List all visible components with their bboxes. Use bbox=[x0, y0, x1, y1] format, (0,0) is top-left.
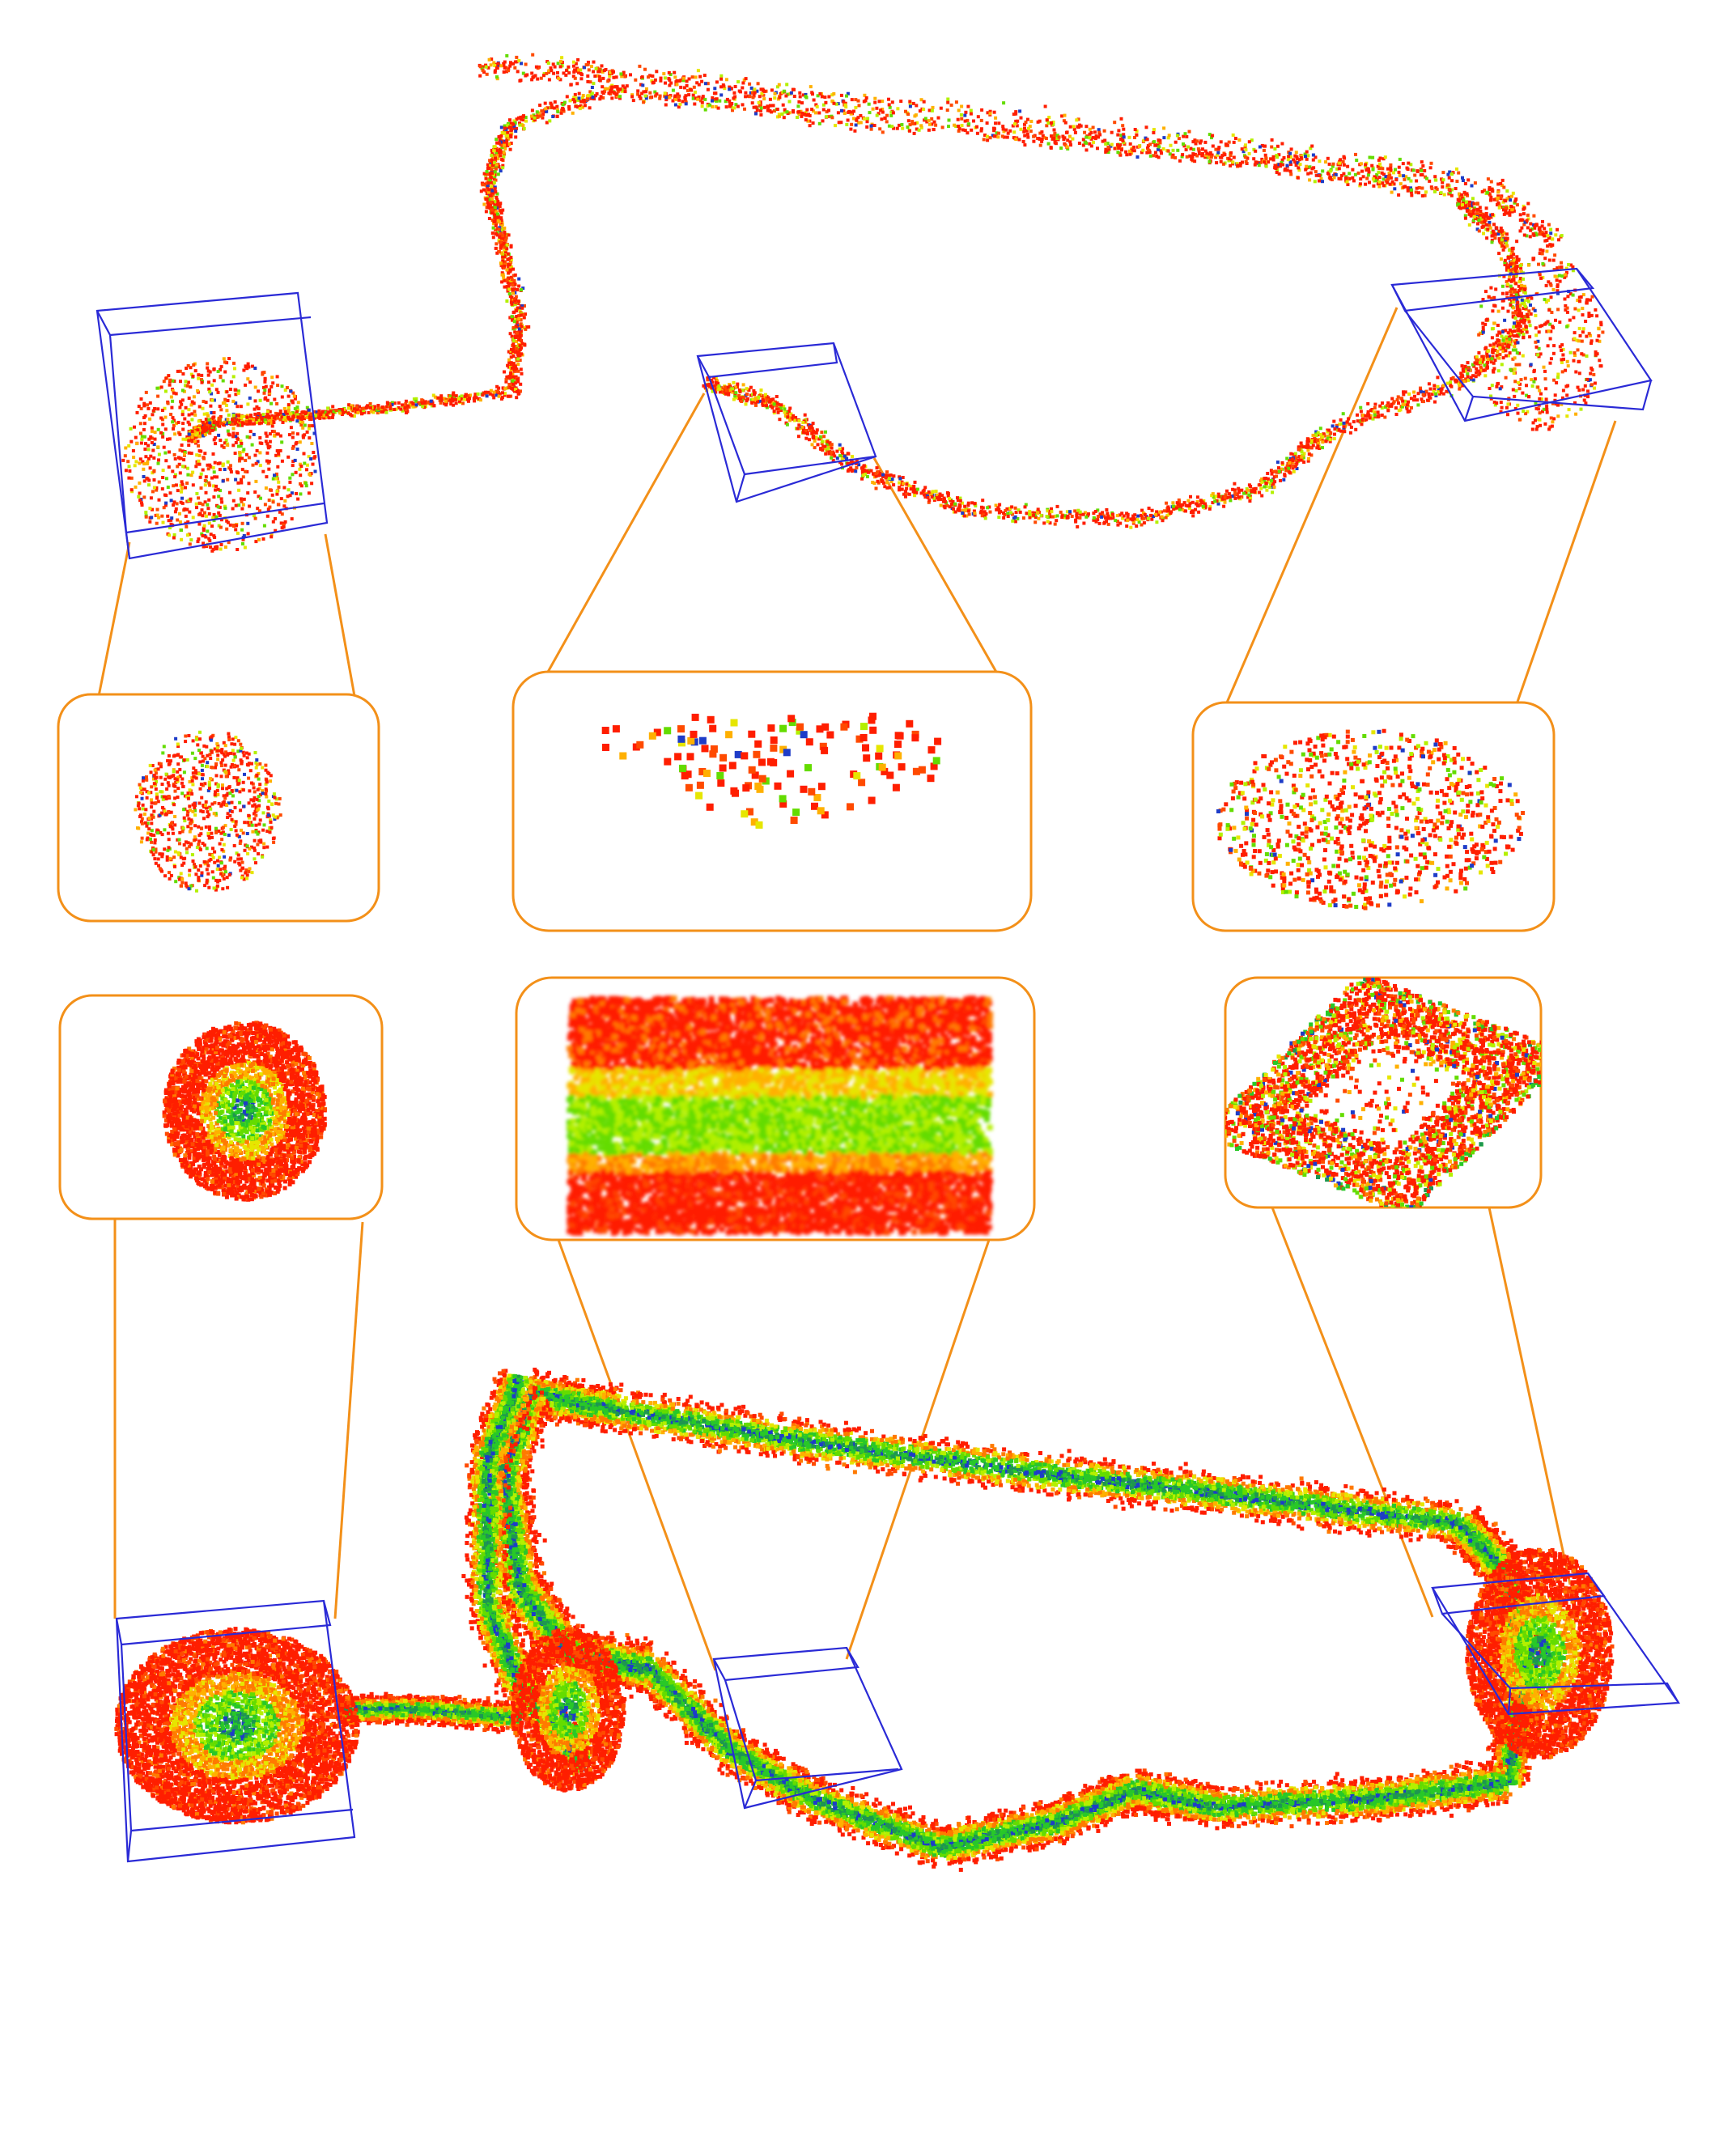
connector-line bbox=[335, 1222, 363, 1619]
connector-line bbox=[99, 542, 129, 696]
connector-line bbox=[1517, 421, 1615, 704]
connector-line bbox=[1227, 308, 1397, 702]
connector-line bbox=[1489, 1207, 1570, 1585]
connector-line bbox=[1272, 1207, 1432, 1617]
connector-line bbox=[558, 1240, 715, 1670]
inset-sparse-left bbox=[58, 694, 379, 921]
sparse-point-cloud-map bbox=[121, 53, 1604, 553]
inset-sparse-middle bbox=[513, 672, 1031, 931]
inset-dense-middle bbox=[516, 978, 1034, 1240]
inset-panels bbox=[58, 672, 1573, 1240]
connector-line bbox=[325, 534, 354, 696]
dense-point-cloud-map bbox=[114, 1368, 1614, 1872]
inset-sparse-right bbox=[1193, 702, 1554, 931]
inset-dense-right bbox=[1203, 976, 1573, 1216]
inset-dense-left bbox=[60, 995, 382, 1219]
connector-line bbox=[547, 393, 704, 673]
